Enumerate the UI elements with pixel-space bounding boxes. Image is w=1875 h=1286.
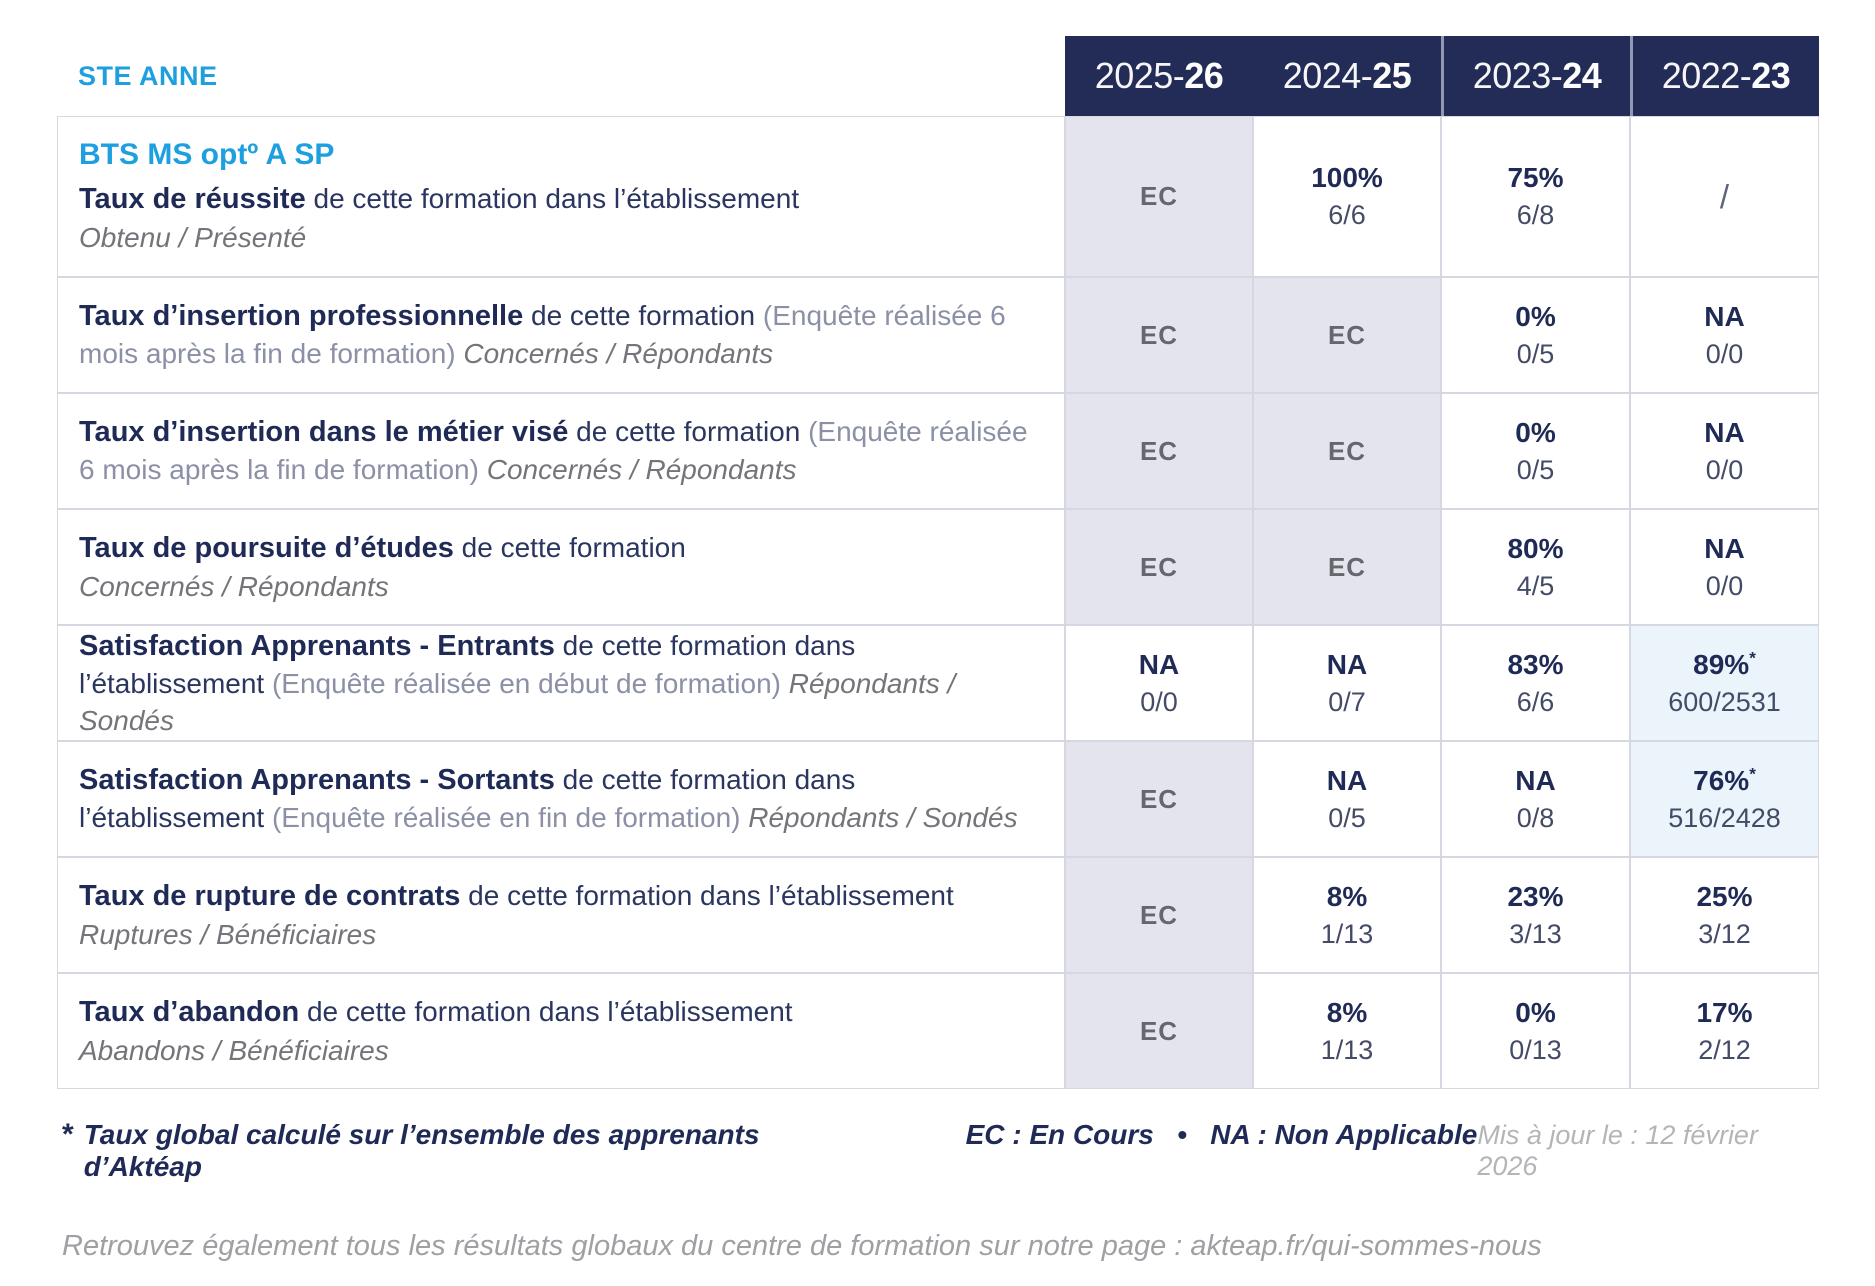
- cell-rupture-2022-23: 25% 3/12: [1630, 857, 1819, 973]
- results-table: STE ANNE 2025- 26 2024- 25 2023- 24 2022- 23…: [57, 36, 1819, 1089]
- cell-abandon-2024-25: 8% 1/13: [1253, 973, 1441, 1089]
- cell-poursuite-2024-25: EC: [1253, 509, 1441, 625]
- school-name: STE ANNE: [78, 60, 218, 91]
- last-updated: Mis à jour le : 12 février 2026: [1477, 1120, 1758, 1181]
- cell-poursuite-2023-24: 80% 4/5: [1441, 509, 1630, 625]
- row-label-rupture-contrats: Taux de rupture de contrats de cette for…: [57, 857, 1065, 973]
- cell-reussite-2025-26: EC: [1065, 116, 1253, 277]
- footnote-asterisk: *: [1749, 764, 1756, 784]
- cell-poursuite-2022-23: NA 0/0: [1630, 509, 1819, 625]
- cell-reussite-2022-23: /: [1630, 116, 1819, 277]
- program-title: BTS MS optº A SP: [79, 137, 335, 171]
- row-label-insertion-pro: Taux d’insertion professionnelle de cett…: [57, 277, 1065, 393]
- cell-insertion-metier-2025-26: EC: [1065, 393, 1253, 509]
- year-header-2025-26: 2025- 26: [1065, 36, 1253, 116]
- footnote-text: Taux global calculé sur l’ensemble des a…: [83, 1119, 760, 1182]
- row-label-insertion-metier: Taux d’insertion dans le métier visé de …: [57, 393, 1065, 509]
- cell-reussite-2023-24: 75% 6/8: [1441, 116, 1630, 277]
- cell-sat-sortants-2022-23: 76%* 516/2428: [1630, 741, 1819, 857]
- year-header-2024-25: 2024- 25: [1253, 36, 1441, 116]
- cell-sat-sortants-2023-24: NA 0/8: [1441, 741, 1630, 857]
- cell-sat-sortants-2024-25: NA 0/5: [1253, 741, 1441, 857]
- cell-rupture-2025-26: EC: [1065, 857, 1253, 973]
- row-label-poursuite-etudes: Taux de poursuite d’études de cette form…: [57, 509, 1065, 625]
- cell-sat-entrants-2023-24: 83% 6/6: [1441, 625, 1630, 741]
- abbreviation-legend: EC : En Cours • NA : Non Applicable: [965, 1119, 1478, 1150]
- cell-insertion-pro-2022-23: NA 0/0: [1630, 277, 1819, 393]
- cell-poursuite-2025-26: EC: [1065, 509, 1253, 625]
- row-label-satisfaction-entrants: Satisfaction Apprenants - Entrants de ce…: [57, 625, 1065, 741]
- cell-insertion-metier-2022-23: NA 0/0: [1630, 393, 1819, 509]
- footnote-star: *: [62, 1118, 74, 1151]
- cell-rupture-2024-25: 8% 1/13: [1253, 857, 1441, 973]
- year-header-2022-23: 2022- 23: [1630, 36, 1819, 116]
- cell-insertion-pro-2024-25: EC: [1253, 277, 1441, 393]
- cell-sat-sortants-2025-26: EC: [1065, 741, 1253, 857]
- cell-insertion-pro-2025-26: EC: [1065, 277, 1253, 393]
- footnote-row: * Taux global calculé sur l’ensemble des…: [62, 1118, 1819, 1183]
- website-note: Retrouvez également tous les résultats g…: [62, 1230, 1542, 1262]
- year-header-2023-24: 2023- 24: [1441, 36, 1630, 116]
- row-label-abandon: Taux d’abandon de cette formation dans l…: [57, 973, 1065, 1089]
- cell-abandon-2023-24: 0% 0/13: [1441, 973, 1630, 1089]
- cell-abandon-2022-23: 17% 2/12: [1630, 973, 1819, 1089]
- row-label-satisfaction-sortants: Satisfaction Apprenants - Sortants de ce…: [57, 741, 1065, 857]
- cell-insertion-metier-2023-24: 0% 0/5: [1441, 393, 1630, 509]
- footnote-asterisk: *: [1749, 648, 1756, 668]
- cell-sat-entrants-2025-26: NA 0/0: [1065, 625, 1253, 741]
- cell-reussite-2024-25: 100% 6/6: [1253, 116, 1441, 277]
- cell-insertion-pro-2023-24: 0% 0/5: [1441, 277, 1630, 393]
- cell-rupture-2023-24: 23% 3/13: [1441, 857, 1630, 973]
- cell-abandon-2025-26: EC: [1065, 973, 1253, 1089]
- cell-sat-entrants-2022-23: 89%* 600/2531: [1630, 625, 1819, 741]
- cell-insertion-metier-2024-25: EC: [1253, 393, 1441, 509]
- row-label-taux-reussite: BTS MS optº A SP Taux de réussite de cet…: [57, 116, 1065, 277]
- cell-sat-entrants-2024-25: NA 0/7: [1253, 625, 1441, 741]
- table-corner: STE ANNE: [57, 36, 1065, 116]
